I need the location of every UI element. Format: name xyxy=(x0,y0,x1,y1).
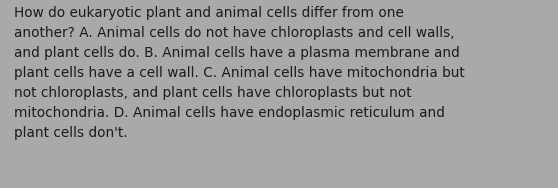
Text: How do eukaryotic plant and animal cells differ from one
another? A. Animal cell: How do eukaryotic plant and animal cells… xyxy=(14,6,465,140)
